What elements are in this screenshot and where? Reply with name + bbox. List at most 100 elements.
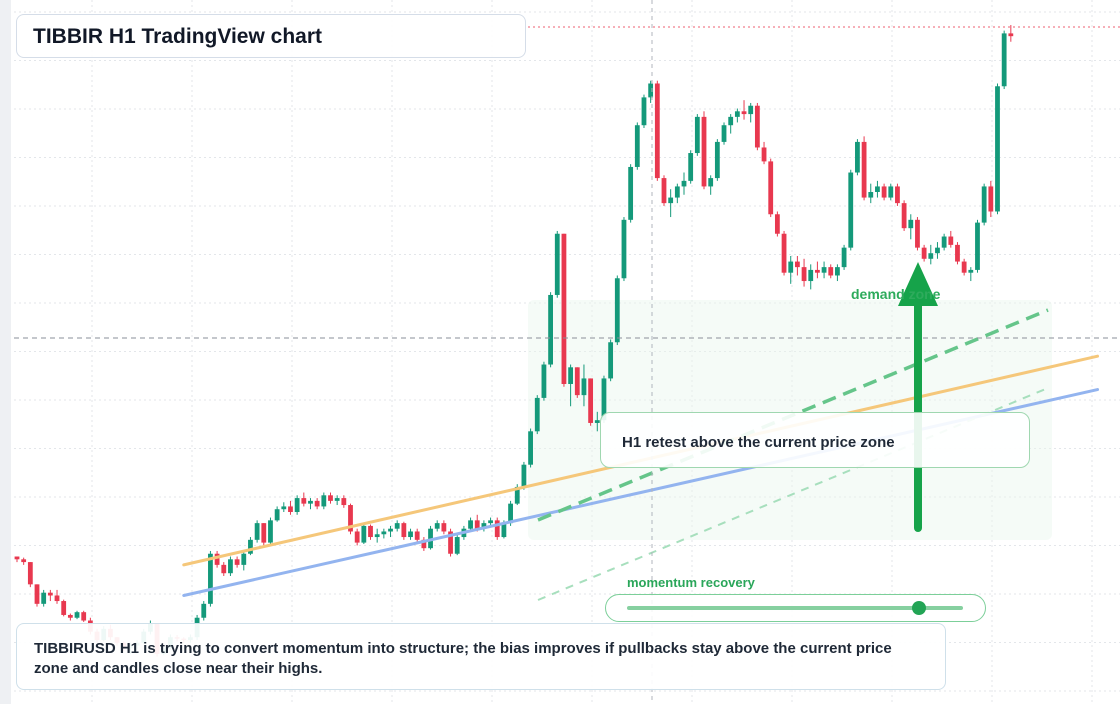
candle [348, 503, 353, 535]
candle [67, 613, 73, 621]
title-panel: TIBBIR H1 TradingView chart [16, 14, 526, 58]
candle [741, 100, 747, 120]
momentum-meter-label: momentum recovery [627, 575, 755, 590]
candle [328, 492, 333, 504]
candle [855, 139, 860, 176]
candle [494, 517, 500, 540]
candle [608, 339, 614, 382]
candle [421, 537, 427, 551]
candle [1008, 25, 1014, 42]
candle [21, 557, 27, 565]
candle [835, 264, 840, 282]
candle [214, 550, 220, 568]
candle [334, 495, 340, 506]
momentum-meter-track [627, 606, 963, 610]
candle [374, 528, 380, 543]
candle [734, 108, 740, 123]
candle [488, 517, 493, 526]
candle [875, 180, 880, 198]
candle [708, 175, 714, 195]
candle [581, 364, 587, 407]
candle [888, 183, 894, 201]
candle [274, 506, 280, 522]
candle [788, 256, 794, 284]
candle [961, 258, 967, 276]
candle [621, 217, 627, 282]
candle [821, 261, 827, 279]
candle [254, 520, 260, 543]
candle [915, 217, 920, 251]
candle [714, 139, 720, 181]
candle [754, 102, 760, 151]
candle [454, 534, 460, 556]
candle [368, 524, 373, 540]
candle [688, 150, 694, 184]
candle [661, 175, 667, 206]
candle [881, 183, 887, 201]
candle [34, 584, 40, 607]
demand-zone-label: demand zone [851, 286, 941, 302]
candle [815, 261, 820, 279]
candle [408, 528, 413, 540]
candle [521, 461, 527, 490]
caption-panel: TIBBIRUSD H1 is trying to convert moment… [16, 623, 946, 690]
candle [288, 500, 293, 515]
candle [294, 495, 300, 515]
candle [908, 214, 914, 240]
candle [61, 599, 67, 617]
momentum-meter-knob[interactable] [912, 601, 927, 615]
candle [901, 200, 907, 231]
candle [648, 80, 654, 103]
candle [314, 498, 320, 510]
chart-title: TIBBIR H1 TradingView chart [33, 25, 323, 48]
candle [828, 264, 834, 279]
candle [228, 556, 233, 576]
retest-callout-text: H1 retest above the current price zone [622, 434, 895, 451]
candle [361, 523, 367, 544]
candle [27, 562, 33, 588]
candle [54, 589, 60, 604]
momentum-meter[interactable] [605, 594, 986, 622]
candle [401, 521, 407, 540]
candle [281, 502, 287, 512]
candle [674, 183, 680, 204]
candle [801, 258, 807, 287]
candle [728, 114, 734, 134]
candle [748, 102, 754, 123]
candle [988, 180, 994, 218]
retest-callout: H1 retest above the current price zone [600, 412, 1030, 468]
candle [528, 428, 533, 468]
candle [981, 183, 987, 226]
candle [628, 164, 634, 223]
candle [434, 520, 440, 532]
candle [241, 550, 247, 571]
candle [975, 219, 980, 273]
candle [74, 610, 80, 620]
candle [268, 517, 273, 546]
projection-line-faint [537, 387, 1049, 601]
candle [561, 233, 567, 387]
candle [568, 364, 574, 407]
candle [694, 114, 700, 156]
candle [548, 292, 553, 368]
analysis-caption: TIBBIRUSD H1 is trying to convert moment… [34, 640, 892, 677]
candle [381, 528, 387, 539]
candle [721, 122, 727, 145]
candle [781, 230, 787, 276]
candle [354, 528, 360, 546]
candle [861, 136, 867, 201]
candle [668, 189, 674, 218]
candle [641, 94, 647, 128]
candle [774, 211, 780, 237]
candle [321, 492, 327, 510]
candle [928, 244, 934, 265]
candle [1001, 30, 1007, 90]
candle [341, 495, 347, 508]
candle [388, 525, 393, 538]
candle [761, 141, 767, 165]
candle [794, 256, 800, 276]
candle [955, 242, 960, 265]
candle [574, 367, 580, 398]
candle [234, 556, 240, 568]
candle [654, 80, 660, 181]
